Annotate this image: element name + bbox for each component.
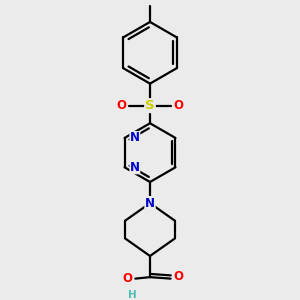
- Text: N: N: [130, 161, 140, 174]
- Text: S: S: [145, 99, 155, 112]
- Text: O: O: [173, 99, 184, 112]
- Text: O: O: [173, 270, 184, 283]
- Text: N: N: [145, 196, 155, 210]
- Text: O: O: [122, 272, 132, 285]
- Text: H: H: [128, 290, 137, 300]
- Text: O: O: [116, 99, 127, 112]
- Text: N: N: [130, 131, 140, 144]
